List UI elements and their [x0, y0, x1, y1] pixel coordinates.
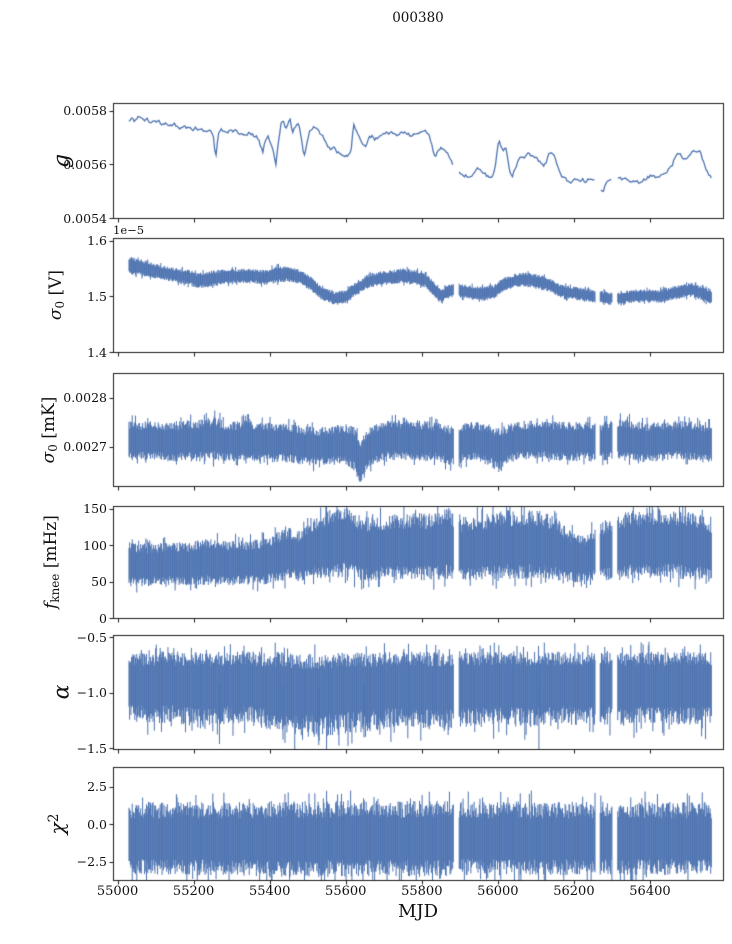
- x-tick-label: 55600: [325, 884, 367, 899]
- y-tick-label: 150: [83, 501, 107, 517]
- y-tick-label: −1.5: [76, 740, 107, 756]
- y-tick-label: 1.6: [87, 233, 107, 249]
- y-tick-label: 0.0: [87, 816, 107, 832]
- y-tick-label: 0.0056: [63, 156, 107, 172]
- x-tick-label: 56400: [629, 884, 671, 899]
- y-tick-label: 0.0027: [63, 439, 107, 455]
- y-axis-label-chi2: χ2: [45, 812, 69, 835]
- y-tick-label: 100: [83, 537, 107, 553]
- y-tick-label: −1.0: [76, 685, 107, 701]
- y-axis-label-sigma0_V: σ0 [V]: [46, 269, 67, 321]
- y-tick-label: 2.5: [87, 779, 107, 795]
- y-tick-label: 1.5: [87, 288, 107, 304]
- x-tick-label: 55400: [248, 884, 291, 899]
- y-tick-label: −0.5: [76, 629, 107, 645]
- x-tick-label: 55800: [401, 884, 443, 899]
- y-tick-label: 50: [91, 574, 107, 590]
- y-axis-label-alpha: α: [49, 684, 75, 700]
- x-tick-label: 56200: [553, 884, 595, 899]
- y-tick-label: −2.5: [76, 854, 107, 870]
- y-tick-label: 0.0058: [63, 103, 107, 119]
- x-tick-label: 55200: [172, 884, 215, 899]
- y-tick-label: 0.0028: [63, 390, 107, 406]
- y-axis-offset-text: 1e−5: [113, 223, 145, 237]
- y-tick-label: 1.4: [87, 344, 107, 360]
- y-axis-label-g: g: [49, 153, 75, 168]
- y-axis-label-sigma0_mK: σ0 [mK]: [39, 396, 60, 463]
- x-tick-label: 56000: [477, 884, 519, 899]
- x-axis-label: MJD: [397, 901, 439, 922]
- y-tick-label: 0: [99, 610, 107, 626]
- x-tick-label: 55000: [96, 884, 139, 899]
- y-axis-label-f_knee: fknee [mHz]: [41, 515, 62, 609]
- figure-title: 000380: [392, 10, 444, 26]
- y-tick-label: 0.0054: [63, 210, 107, 226]
